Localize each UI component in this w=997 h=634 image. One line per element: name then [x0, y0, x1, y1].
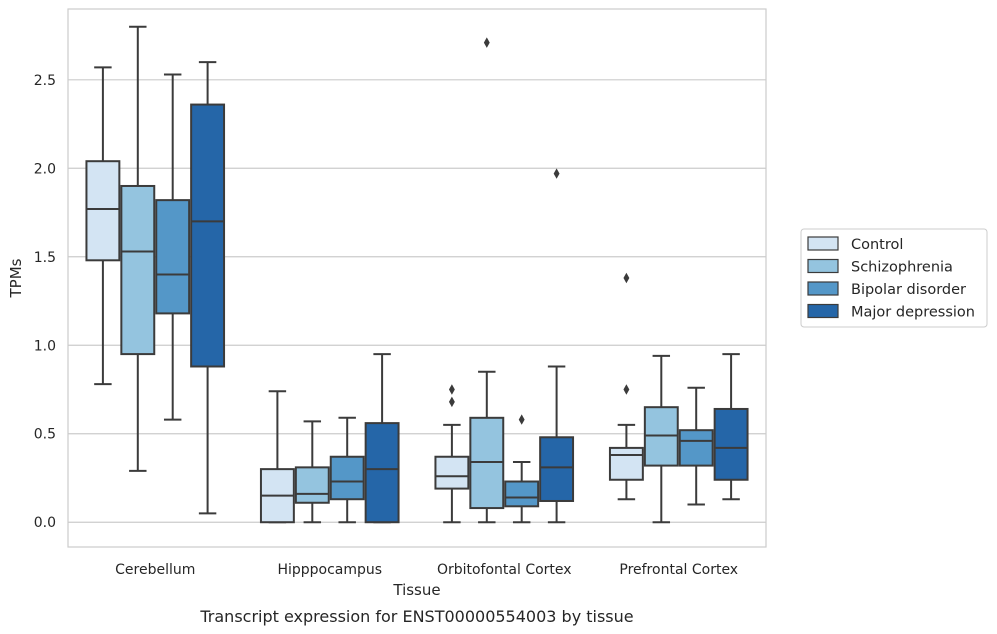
iqr-box: [190, 103, 226, 368]
iqr-box: [678, 429, 714, 467]
legend-swatch: [807, 281, 839, 296]
y-tick-label: 0.0: [34, 515, 56, 531]
iqr-box: [608, 446, 644, 481]
iqr-box: [294, 466, 330, 504]
outlier-point: [553, 168, 560, 179]
box-major-depression: [190, 61, 226, 515]
box-schizophrenia: [643, 354, 679, 524]
legend-swatch: [807, 236, 839, 251]
iqr-box: [329, 455, 365, 501]
box-control: [608, 272, 644, 501]
box-control: [85, 66, 121, 386]
box-major-depression: [713, 353, 749, 501]
iqr-box: [434, 455, 470, 490]
y-tick-label: 0.5: [34, 427, 56, 443]
iqr-box: [120, 184, 156, 356]
legend-label: Major depression: [851, 305, 975, 321]
outlier-point: [448, 384, 455, 395]
legend-swatch: [807, 258, 839, 274]
box-bipolar-disorder: [329, 416, 365, 524]
legend-frame: [800, 228, 988, 328]
box-control: [259, 390, 295, 524]
outlier-point: [448, 396, 455, 408]
legend-label: Schizophrenia: [851, 260, 953, 276]
outlier-point: [623, 272, 630, 284]
x-tick-label: Prefrontal Cortex: [619, 562, 738, 578]
y-tick-labels: 0.0 0.5 1.0 1.5 2.0 2.5: [34, 73, 56, 531]
iqr-box: [539, 436, 575, 502]
x-tick-labels: Cerebellum Hipppocampus Orbitofontal Corte…: [115, 562, 738, 578]
x-tick-label: Cerebellum: [115, 562, 195, 578]
y-axis-label: TPMs: [7, 258, 25, 298]
iqr-box: [504, 480, 540, 508]
box-bipolar-disorder: [504, 414, 540, 524]
outlier-point: [623, 384, 630, 395]
x-axis-label: Tissue: [392, 581, 440, 599]
box-schizophrenia: [120, 25, 156, 472]
box-marks: [85, 25, 749, 524]
iqr-box: [155, 199, 191, 315]
iqr-box: [364, 422, 400, 524]
legend-label: Control: [851, 237, 903, 253]
plot-frame: [67, 8, 767, 548]
iqr-box: [85, 160, 121, 262]
y-tick-label: 1.0: [34, 338, 56, 354]
y-tick-label: 1.5: [34, 250, 56, 266]
legend-swatch: [807, 303, 839, 319]
y-tick-label: 2.5: [34, 73, 56, 89]
box-control: [434, 384, 470, 524]
legend-label: Bipolar disorder: [851, 282, 966, 298]
outlier-point: [518, 414, 525, 425]
box-schizophrenia: [469, 37, 505, 524]
box-major-depression: [364, 353, 400, 524]
box-schizophrenia: [294, 420, 330, 524]
box-major-depression: [539, 168, 575, 524]
outlier-point: [483, 37, 490, 48]
x-tick-label: Orbitofontal Cortex: [437, 562, 572, 578]
legend: Control Schizophrenia Bipolar disorder Majo…: [800, 228, 988, 328]
y-tick-label: 2.0: [34, 161, 56, 177]
iqr-box: [713, 407, 749, 481]
box-bipolar-disorder: [155, 73, 191, 421]
box-bipolar-disorder: [678, 386, 714, 506]
chart-caption: Transcript expression for ENST0000055400…: [199, 607, 633, 626]
x-tick-label: Hipppocampus: [277, 562, 382, 578]
